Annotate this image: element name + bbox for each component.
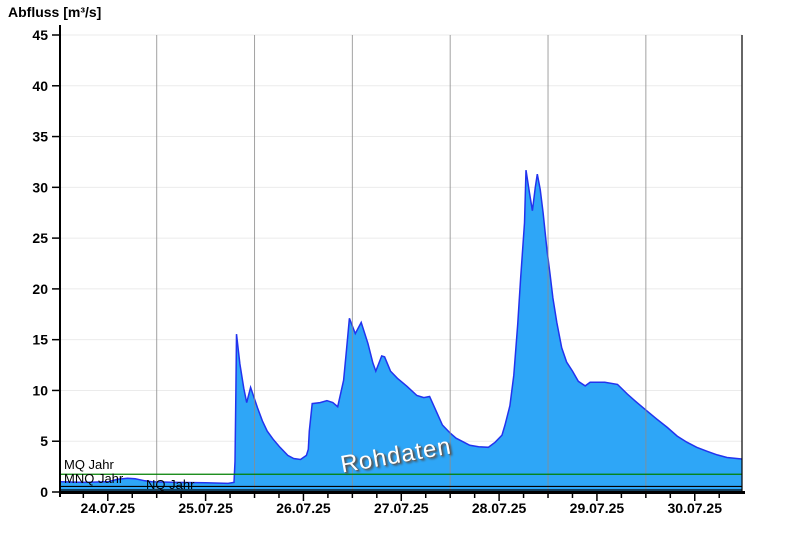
ref-label-nq-jahr: NQ Jahr bbox=[146, 477, 195, 492]
x-date-label: 24.07.25 bbox=[81, 500, 136, 516]
series-area bbox=[60, 170, 742, 492]
x-date-label: 29.07.25 bbox=[570, 500, 625, 516]
x-date-label: 28.07.25 bbox=[472, 500, 527, 516]
y-tick-label: 25 bbox=[32, 230, 48, 246]
y-tick-label: 20 bbox=[32, 281, 48, 297]
h-gridlines bbox=[61, 34, 742, 442]
y-tick-label: 15 bbox=[32, 332, 48, 348]
x-date-label: 25.07.25 bbox=[178, 500, 233, 516]
ref-label-mq-jahr: MQ Jahr bbox=[64, 457, 114, 472]
y-tick-label: 40 bbox=[32, 78, 48, 94]
y-tick-label: 35 bbox=[32, 129, 48, 145]
ref-label-mnq-jahr: MNQ Jahr bbox=[64, 471, 124, 486]
y-tick-label: 30 bbox=[32, 179, 48, 195]
y-tick-label: 5 bbox=[40, 433, 48, 449]
x-date-label: 27.07.25 bbox=[374, 500, 429, 516]
x-date-label: 30.07.25 bbox=[668, 500, 723, 516]
series-line bbox=[60, 169, 742, 485]
y-tick-label: 45 bbox=[32, 27, 48, 43]
v-gridlines bbox=[156, 35, 647, 492]
chart-title: Abfluss [m³/s] bbox=[8, 4, 102, 20]
x-date-labels: 24.07.25 25.07.25 26.07.25 27.07.25 28.07.25… bbox=[81, 500, 723, 516]
y-ticks-and-labels: 0 5 10 15 20 25 30 35 40 45 bbox=[32, 27, 59, 500]
y-tick-label: 0 bbox=[40, 484, 48, 500]
x-date-label: 26.07.25 bbox=[276, 500, 331, 516]
x-ticks bbox=[82, 494, 720, 501]
y-tick-label: 10 bbox=[32, 382, 48, 398]
